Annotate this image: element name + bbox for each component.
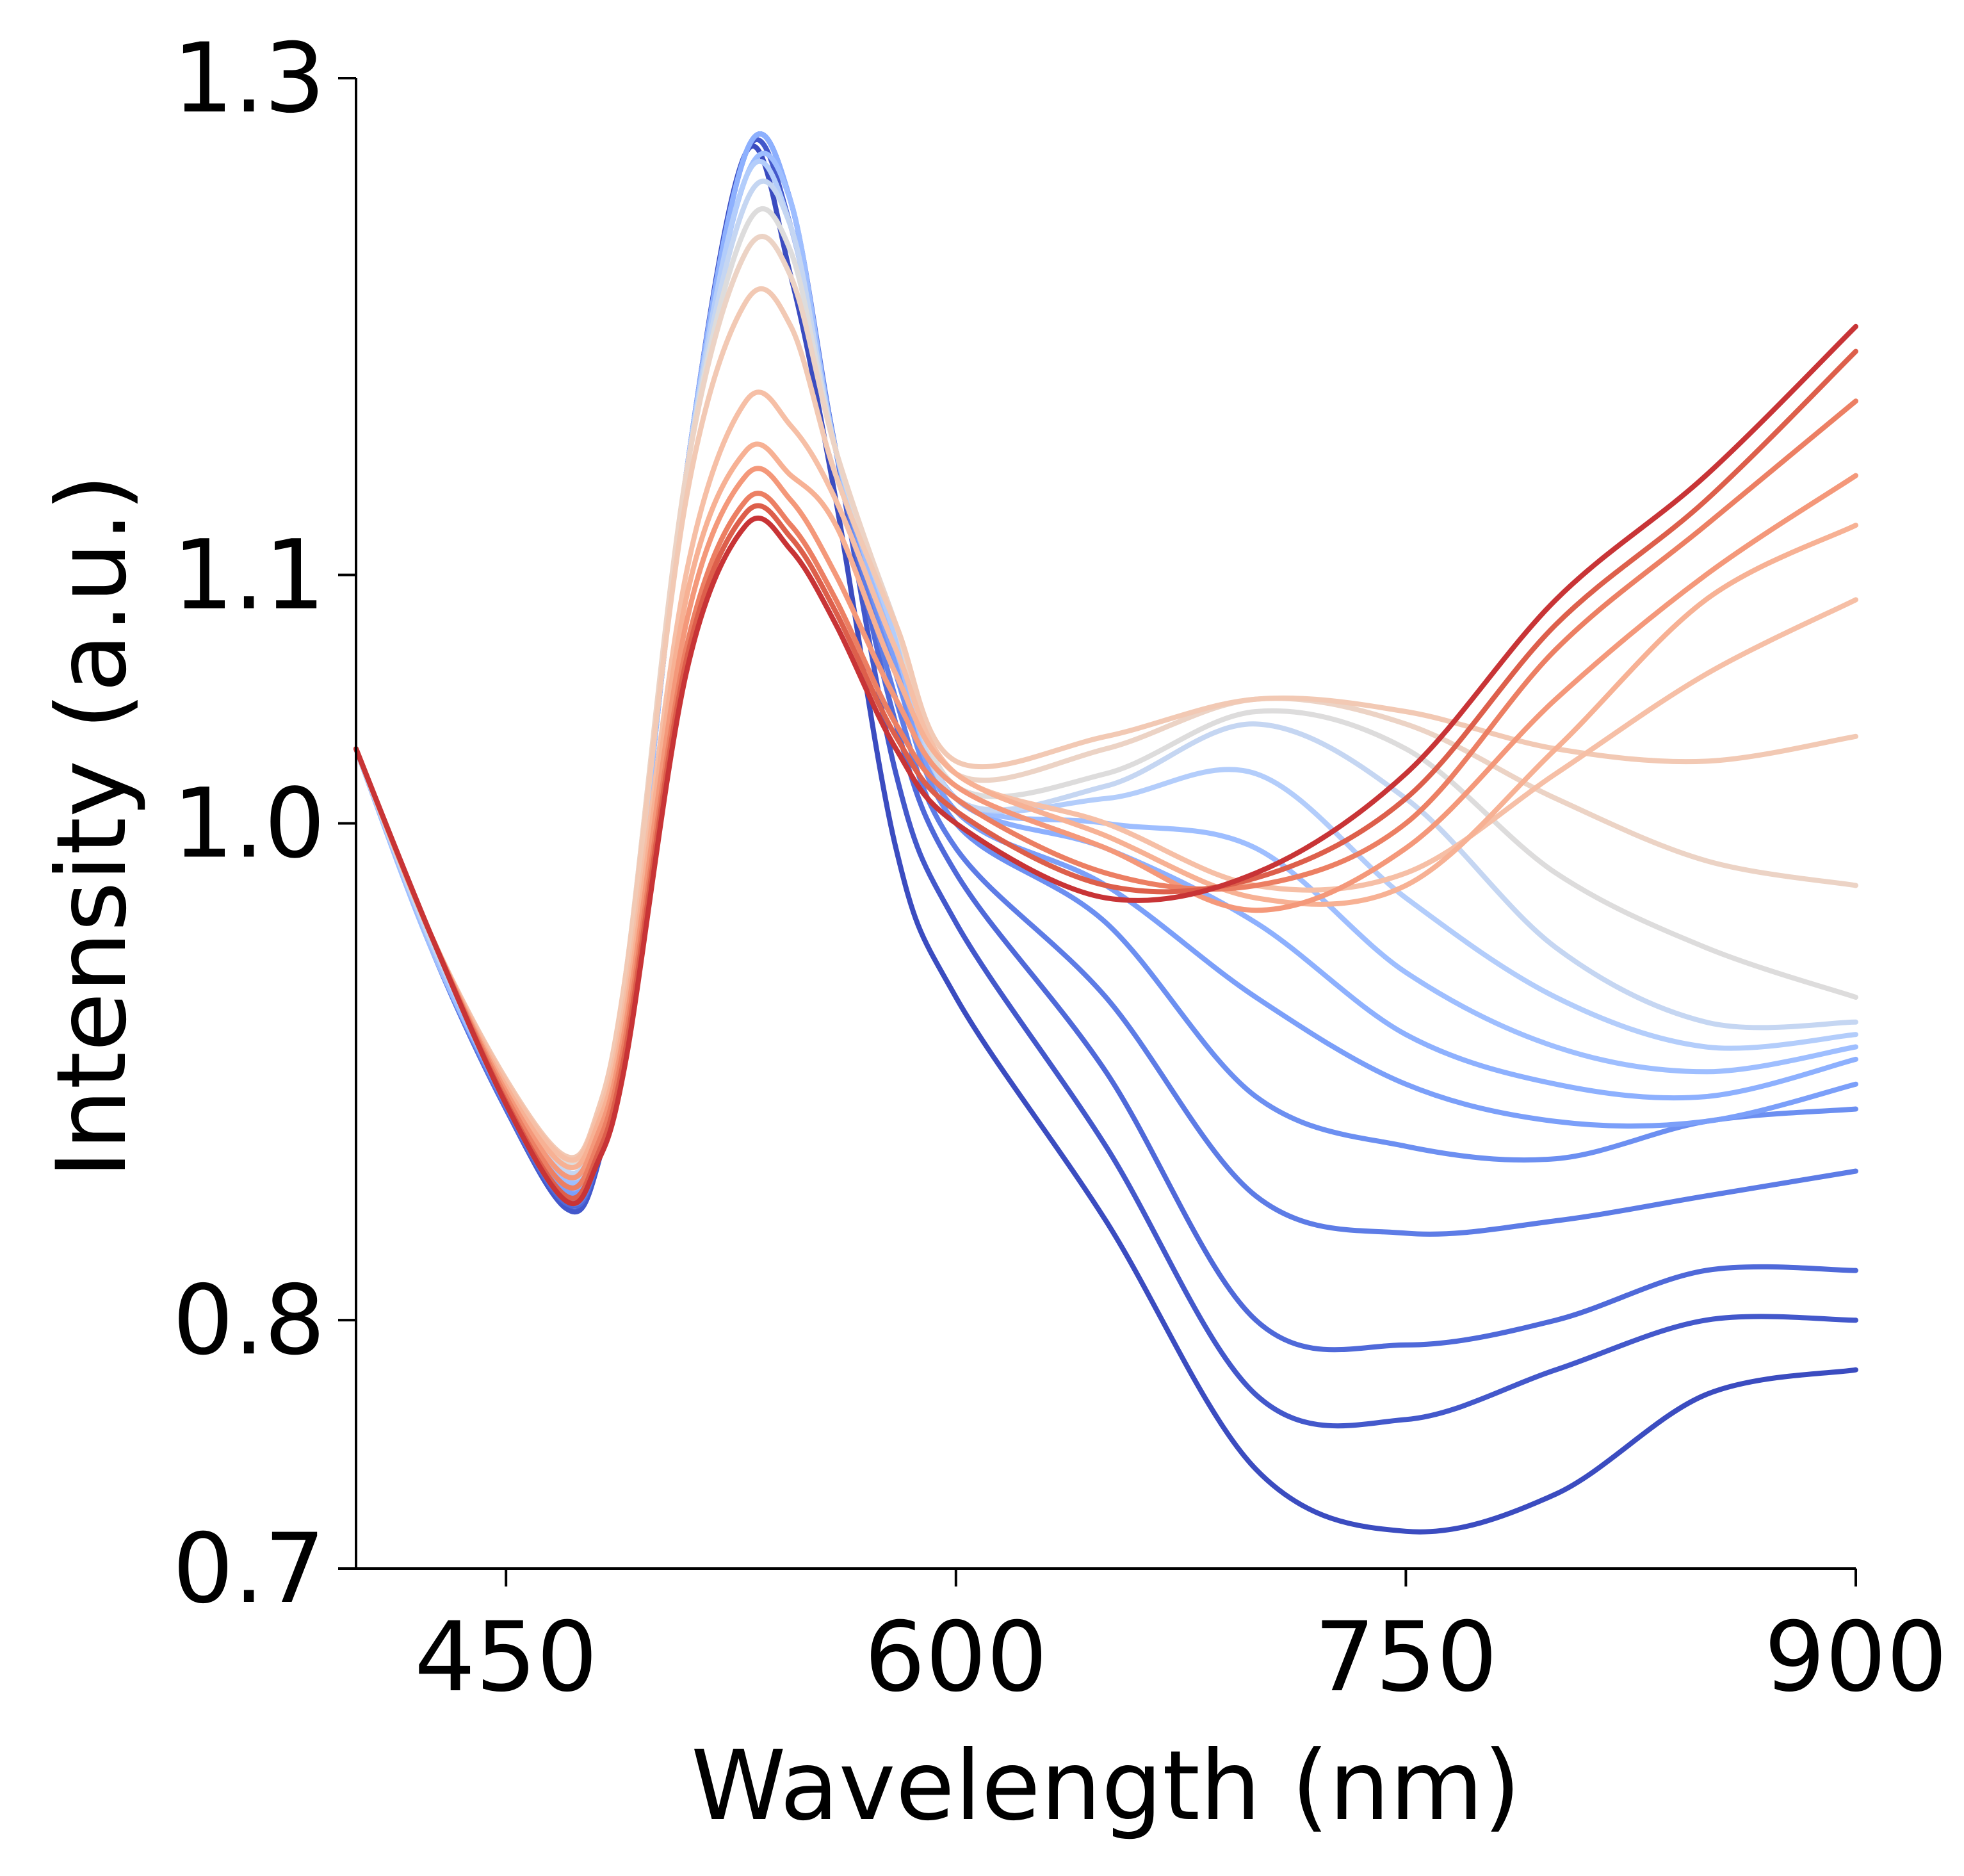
- series-line-17: [353, 398, 1858, 1191]
- series-line-18: [353, 348, 1858, 1201]
- y-axis-label: Intensity (a.u.): [37, 474, 148, 1179]
- series-line-16: [353, 466, 1858, 1180]
- y-tick-label: 0.8: [172, 1265, 325, 1376]
- series-line-15: [353, 441, 1858, 1170]
- x-axis-label: Wavelength (nm): [691, 1731, 1521, 1842]
- series-line-14: [353, 389, 1858, 1163]
- y-tick-label: 1.3: [172, 23, 325, 135]
- series-line-19: [353, 323, 1858, 1207]
- x-tick-label: 750: [1314, 1602, 1497, 1713]
- x-ticks: 450 600 750 900: [414, 1569, 1947, 1713]
- series-line-11: [353, 206, 1858, 1168]
- y-ticks: 0.7 0.8 1.0 1.1 1.3: [172, 23, 356, 1625]
- x-tick-label: 900: [1764, 1602, 1947, 1713]
- y-tick-label: 1.0: [172, 769, 325, 880]
- series-line-2: [353, 137, 1858, 1429]
- series-line-1: [353, 143, 1858, 1535]
- series-line-12: [353, 234, 1858, 1163]
- series-line-10: [353, 178, 1858, 1176]
- series-line-8: [353, 151, 1858, 1186]
- x-tick-label: 600: [864, 1602, 1048, 1713]
- series-group: [353, 131, 1858, 1535]
- y-tick-label: 1.1: [172, 520, 325, 632]
- x-tick-label: 450: [414, 1602, 597, 1713]
- y-tick-label: 0.7: [172, 1513, 325, 1625]
- series-line-5: [353, 131, 1858, 1202]
- series-line-6: [353, 131, 1858, 1196]
